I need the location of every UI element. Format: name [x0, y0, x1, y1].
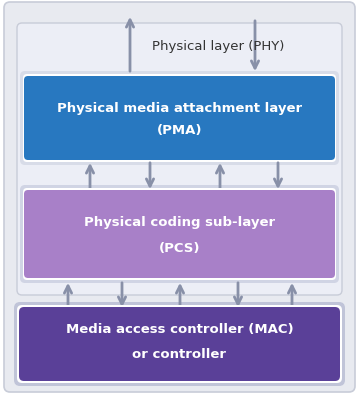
FancyBboxPatch shape — [20, 185, 339, 283]
FancyBboxPatch shape — [24, 190, 335, 278]
FancyBboxPatch shape — [24, 76, 335, 160]
FancyBboxPatch shape — [17, 305, 342, 383]
Text: Physical media attachment layer: Physical media attachment layer — [57, 102, 302, 115]
FancyBboxPatch shape — [14, 302, 345, 386]
FancyBboxPatch shape — [23, 74, 336, 162]
Text: (PCS): (PCS) — [159, 242, 200, 255]
Text: Physical coding sub-layer: Physical coding sub-layer — [84, 216, 275, 229]
FancyBboxPatch shape — [23, 188, 336, 280]
FancyBboxPatch shape — [19, 307, 340, 381]
Text: or controller: or controller — [132, 348, 227, 361]
Text: (PMA): (PMA) — [157, 123, 202, 136]
Text: Physical layer (PHY): Physical layer (PHY) — [152, 39, 284, 52]
FancyBboxPatch shape — [17, 23, 342, 295]
Text: Media access controller (MAC): Media access controller (MAC) — [66, 323, 293, 336]
FancyBboxPatch shape — [4, 2, 355, 392]
FancyBboxPatch shape — [20, 71, 339, 165]
